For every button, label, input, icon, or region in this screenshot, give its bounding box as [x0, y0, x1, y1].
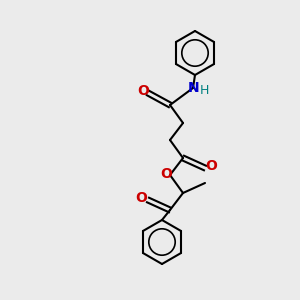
Text: N: N	[188, 81, 200, 95]
Text: H: H	[199, 83, 209, 97]
Text: O: O	[160, 167, 172, 181]
Text: O: O	[135, 191, 147, 205]
Text: O: O	[205, 159, 217, 173]
Text: O: O	[137, 84, 149, 98]
